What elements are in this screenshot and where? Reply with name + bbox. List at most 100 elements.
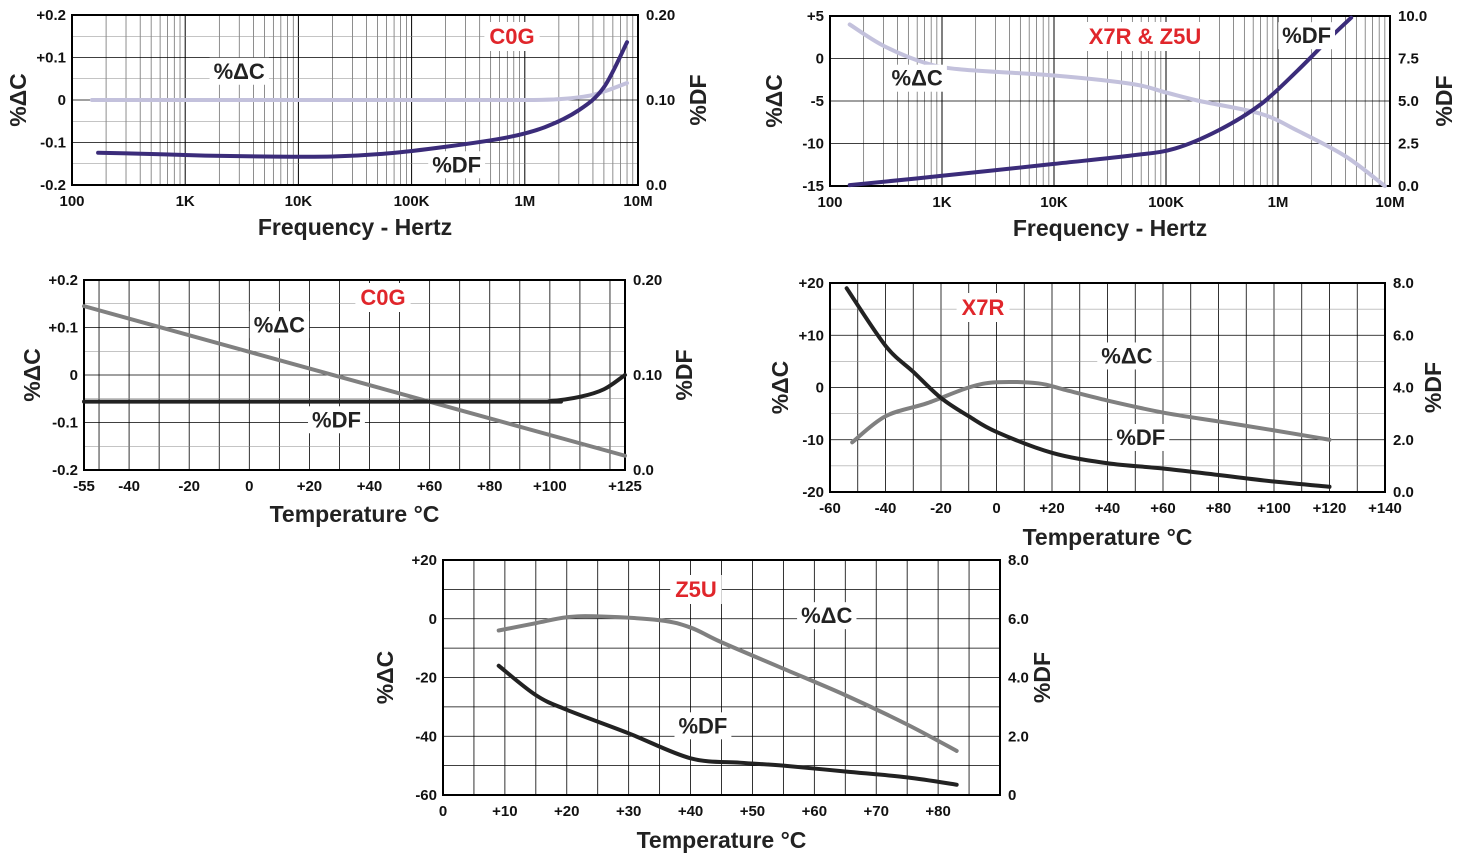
y-left-axis-label: %ΔC [5,73,31,127]
y-right-tick-label: 5.0 [1398,93,1419,110]
x-tick-label: +40 [357,478,382,495]
x-tick-label: +40 [1095,500,1120,517]
series-label: %DF [1116,425,1165,450]
series-label: %DF [678,713,727,738]
series-label: %ΔC [214,59,265,84]
plot-frame [71,14,639,186]
x-tick-label: -60 [819,500,841,517]
x-tick-label: +30 [616,803,641,820]
y-left-tick-label: -15 [802,178,824,195]
x-tick-label: +140 [1368,500,1402,517]
series-line [496,663,959,787]
series-label-bg [1097,342,1157,370]
y-left-tick-label: -20 [415,670,437,687]
grid [829,282,1386,493]
y-right-tick-label: 6.0 [1008,611,1029,628]
x-tick-label: +125 [608,478,642,495]
y-right-tick-label: 0.0 [633,462,654,479]
x-tick-label: +80 [477,478,502,495]
y-right-tick-label: 2.0 [1008,728,1029,745]
plot-frame [829,15,1391,187]
y-right-tick-label: 0.20 [646,7,675,24]
series-label-bg [674,712,732,740]
series-label-bg [209,57,269,85]
x-axis-label: Frequency - Hertz [1013,215,1207,241]
x-tick-label: +10 [492,803,517,820]
y-right-tick-label: 0.10 [633,367,662,384]
series-line [847,15,1354,188]
x-tick-label: 10M [1375,194,1404,211]
x-axis-label: Frequency - Hertz [258,214,452,240]
x-axis-label: Temperature °C [1023,524,1193,550]
y-left-tick-label: -0.1 [52,415,78,432]
y-right-tick-label: 0.20 [633,272,662,289]
series-label: %DF [312,407,361,432]
y-right-tick-label: 7.5 [1398,51,1419,68]
chart-freq-x7r-z5u: 100 1K 10K 100K 1M 10M +5 0 -5 -10 -15 10.0 7.5 5.0 2.… [761,8,1457,241]
series-line [89,81,630,103]
y-left-tick-label: -0.1 [40,135,66,152]
chart-temp-z5u: 0 +10 +20 +30 +40 +50 +60 +70 +80 +20 0 -20 -40 -60 8.… [372,552,1055,853]
series-label-bg [428,151,486,179]
x-tick-label: -55 [73,478,95,495]
series-line [850,379,1332,445]
x-tick-label: 100 [59,193,84,210]
series-label-bg [308,406,365,434]
y-left-tick-label: -40 [415,728,437,745]
x-tick-label: +120 [1313,500,1347,517]
x-tick-label: -20 [930,500,952,517]
x-tick-label: +20 [554,803,579,820]
y-left-tick-label: -20 [802,484,824,501]
y-left-tick-label: -10 [802,136,824,153]
chart-title-bg [956,293,1010,322]
x-tick-label: -40 [875,500,897,517]
series-label-bg [887,64,947,92]
y-left-tick-label: 0 [429,611,437,628]
y-right-axis-label: %DF [685,74,711,125]
x-tick-label: 0 [439,803,447,820]
y-right-axis-label: %DF [671,349,697,400]
y-left-tick-label: -5 [811,93,824,110]
x-tick-label: 1M [514,193,535,210]
y-left-tick-label: +0.1 [48,320,78,337]
x-tick-label: 0 [245,478,253,495]
x-tick-label: +80 [1206,500,1231,517]
series-line [496,614,959,753]
chart-title-bg [1083,22,1207,51]
x-tick-label: +20 [1039,500,1064,517]
series-label: %ΔC [801,603,852,628]
y-left-axis-label: %ΔC [761,74,787,128]
x-tick-label: 100 [817,194,842,211]
series-label-bg [797,602,857,630]
x-axis-label: Temperature °C [270,501,440,527]
series-label: %ΔC [1101,343,1152,368]
y-left-tick-label: 0 [58,92,66,109]
y-left-tick-label: -60 [415,787,437,804]
x-tick-label: 100K [394,193,430,210]
x-tick-label: +100 [1257,500,1291,517]
series-line [82,373,627,404]
plot-frame [829,282,1386,493]
y-left-axis-label: %ΔC [372,651,398,705]
x-tick-label: +100 [533,478,567,495]
y-left-tick-label: +10 [799,327,824,344]
y-right-axis-label: %DF [1431,75,1457,126]
series-label: %DF [1282,23,1331,48]
x-tick-label: 1K [176,193,195,210]
x-tick-label: +80 [925,803,950,820]
y-right-axis-label: %DF [1029,652,1055,703]
y-right-tick-label: 0.10 [646,92,675,109]
chart-title: Z5U [675,577,717,602]
x-tick-label: 1M [1268,194,1289,211]
y-left-tick-label: +0.1 [36,50,66,67]
x-axis-label: Temperature °C [637,827,807,853]
chart-title-bg [670,575,722,604]
series-line [82,304,627,458]
y-right-tick-label: 0.0 [1398,178,1419,195]
y-left-tick-label: +5 [807,8,824,25]
series-line [844,286,1332,489]
series-label-bg [1278,22,1336,50]
series-line [847,22,1387,188]
y-left-tick-label: -0.2 [40,177,66,194]
